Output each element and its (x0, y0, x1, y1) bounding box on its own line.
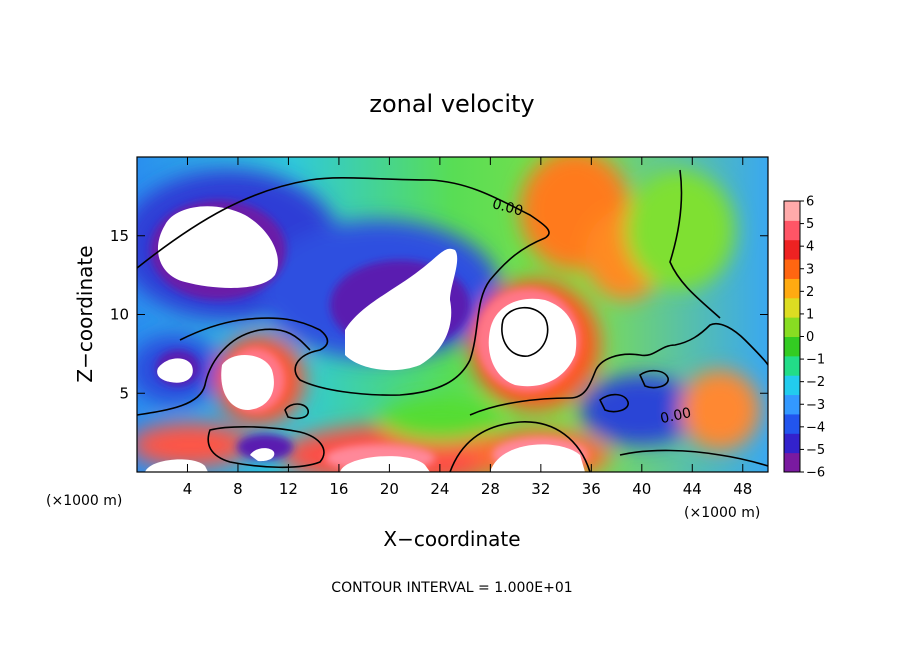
colorbar-tick-label: 5 (806, 217, 814, 232)
y-axis-ticks: 5 10 15 (110, 227, 768, 402)
field-core (221, 354, 274, 410)
x-tick-label: 32 (531, 480, 550, 498)
colorbar-swatch (784, 355, 800, 376)
heatmap-field (137, 157, 768, 472)
x-tick-label: 40 (632, 480, 651, 498)
colorbar-tick-label: −5 (806, 443, 825, 458)
colorbar-swatch (784, 413, 800, 434)
colorbar-swatch (784, 394, 800, 415)
field-blob (380, 398, 500, 442)
x-unit-note-left: (×1000 m) (46, 493, 122, 509)
field-blob (680, 370, 760, 450)
colorbar-tick-label: 4 (806, 240, 814, 255)
contour-line (469, 322, 768, 416)
y-axis-label: Z−coordinate (73, 245, 97, 382)
colorbar-swatch (784, 452, 800, 473)
contour-line (207, 426, 325, 469)
colorbar-swatch (784, 433, 800, 454)
contour-line (284, 403, 309, 420)
x-tick-label: 16 (329, 480, 348, 498)
contour-line (137, 176, 550, 396)
colorbar-tick-label: −2 (806, 375, 825, 390)
field-blob (580, 375, 700, 445)
x-tick-label: 28 (481, 480, 500, 498)
colorbar-tick-label: 0 (806, 330, 814, 345)
field-blob (237, 434, 293, 460)
colorbar-swatch (784, 259, 800, 279)
field-core (145, 459, 208, 472)
colorbar-swatch (784, 297, 800, 318)
x-tick-label: 44 (683, 480, 702, 498)
field-core (340, 456, 430, 472)
x-tick-label: 8 (233, 480, 243, 498)
contour-label: 0.00 (490, 196, 524, 220)
colorbar-swatch (784, 278, 800, 299)
x-tick-label: 4 (183, 480, 193, 498)
field-core (490, 444, 585, 472)
chart-title: zonal velocity (369, 90, 534, 118)
colorbar-tick-label: −6 (806, 466, 825, 481)
contour-line (669, 169, 721, 319)
colorbar-swatch (784, 220, 800, 241)
field-core (488, 298, 577, 387)
colorbar-swatch (784, 239, 800, 260)
contour-interval-note: CONTOUR INTERVAL = 1.000E+01 (331, 580, 572, 596)
field-blob (137, 423, 250, 467)
contour-line (598, 393, 629, 413)
y-tick-label: 15 (110, 227, 129, 245)
colorbar: 6 5 4 3 2 1 0 −1 −2 −3 −4 −5 −6 (783, 195, 825, 481)
colorbar-tick-label: 3 (806, 262, 814, 277)
x-tick-label: 24 (430, 480, 449, 498)
field-core (345, 248, 458, 371)
colorbar-swatch (784, 317, 800, 337)
x-tick-label: 48 (733, 480, 752, 498)
colorbar-swatch (784, 336, 800, 357)
x-axis-label: X−coordinate (383, 527, 520, 551)
colorbar-tick-label: −3 (806, 398, 825, 413)
colorbar-tick-label: 1 (806, 307, 814, 322)
contour-line (137, 328, 311, 416)
contour-line (619, 449, 768, 467)
colorbar-tick-label: −1 (806, 353, 825, 368)
contour-line (638, 369, 669, 389)
field-core (157, 206, 278, 288)
x-tick-label: 36 (582, 480, 601, 498)
x-tick-label: 12 (279, 480, 298, 498)
colorbar-tick-label: 6 (806, 195, 814, 210)
contour-line (449, 421, 591, 472)
colorbar-swatch (784, 201, 800, 221)
colorbar-swatch (784, 375, 800, 396)
x-axis-ticks: 4 8 12 16 20 24 28 32 36 40 44 48 (183, 157, 752, 498)
colorbar-tick-label: 2 (806, 285, 814, 300)
field-core (157, 358, 193, 383)
field-core (250, 448, 275, 462)
field-blob (625, 170, 735, 290)
x-unit-note-right: (×1000 m) (684, 505, 760, 521)
contour-label: 0.00 (659, 405, 693, 427)
colorbar-tick-label: −4 (806, 420, 825, 435)
y-tick-label: 5 (119, 384, 129, 402)
x-tick-label: 20 (380, 480, 399, 498)
contour-line (501, 306, 549, 357)
y-tick-label: 10 (110, 306, 129, 324)
